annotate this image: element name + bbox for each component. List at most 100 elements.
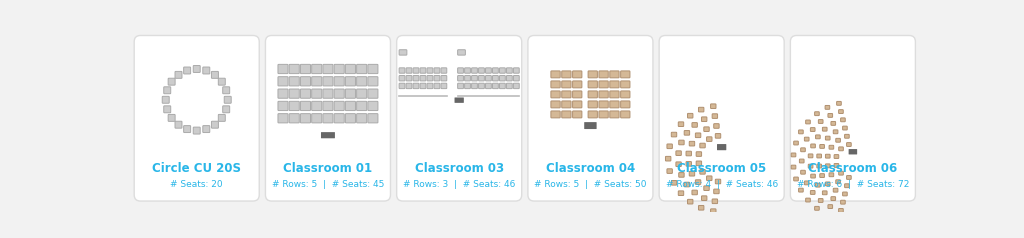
FancyBboxPatch shape — [485, 75, 492, 81]
FancyBboxPatch shape — [222, 87, 229, 94]
FancyBboxPatch shape — [345, 101, 355, 111]
FancyBboxPatch shape — [164, 106, 171, 113]
FancyBboxPatch shape — [791, 35, 915, 201]
FancyBboxPatch shape — [300, 114, 310, 123]
FancyBboxPatch shape — [162, 96, 169, 103]
Text: # Rows: 6  |  # Seats: 72: # Rows: 6 | # Seats: 72 — [797, 180, 909, 188]
FancyBboxPatch shape — [621, 91, 630, 98]
Text: Classroom 06: Classroom 06 — [808, 162, 897, 175]
FancyBboxPatch shape — [692, 190, 697, 195]
FancyBboxPatch shape — [334, 77, 344, 86]
FancyBboxPatch shape — [434, 68, 440, 73]
FancyBboxPatch shape — [609, 91, 620, 98]
FancyBboxPatch shape — [829, 173, 834, 177]
FancyBboxPatch shape — [368, 101, 378, 111]
Text: # Rows: 3  |  # Seats: 46: # Rows: 3 | # Seats: 46 — [403, 180, 515, 188]
FancyBboxPatch shape — [684, 182, 689, 187]
FancyBboxPatch shape — [441, 83, 446, 89]
FancyBboxPatch shape — [810, 128, 815, 131]
FancyBboxPatch shape — [478, 75, 484, 81]
FancyBboxPatch shape — [289, 101, 299, 111]
FancyBboxPatch shape — [609, 101, 620, 108]
FancyBboxPatch shape — [678, 122, 684, 126]
Text: # Seats: 20: # Seats: 20 — [170, 180, 223, 188]
FancyBboxPatch shape — [678, 191, 684, 195]
FancyBboxPatch shape — [420, 83, 426, 89]
FancyBboxPatch shape — [356, 77, 367, 86]
FancyBboxPatch shape — [841, 200, 845, 204]
FancyBboxPatch shape — [278, 101, 288, 111]
FancyBboxPatch shape — [696, 161, 701, 166]
FancyBboxPatch shape — [345, 89, 355, 98]
FancyBboxPatch shape — [599, 101, 608, 108]
FancyBboxPatch shape — [599, 91, 608, 98]
FancyBboxPatch shape — [194, 127, 201, 134]
FancyBboxPatch shape — [794, 141, 799, 145]
FancyBboxPatch shape — [458, 83, 464, 89]
FancyBboxPatch shape — [695, 180, 700, 184]
FancyBboxPatch shape — [808, 154, 813, 158]
FancyBboxPatch shape — [834, 188, 838, 192]
FancyBboxPatch shape — [588, 111, 597, 118]
FancyBboxPatch shape — [701, 196, 707, 200]
FancyBboxPatch shape — [500, 83, 505, 89]
FancyBboxPatch shape — [679, 140, 684, 145]
FancyBboxPatch shape — [562, 111, 571, 118]
FancyBboxPatch shape — [672, 132, 677, 137]
FancyBboxPatch shape — [289, 89, 299, 98]
FancyBboxPatch shape — [396, 35, 521, 201]
FancyBboxPatch shape — [278, 114, 288, 123]
FancyBboxPatch shape — [711, 209, 716, 213]
FancyBboxPatch shape — [572, 111, 582, 118]
FancyBboxPatch shape — [465, 75, 470, 81]
FancyBboxPatch shape — [699, 143, 706, 148]
FancyBboxPatch shape — [585, 122, 597, 129]
FancyBboxPatch shape — [815, 135, 820, 139]
FancyBboxPatch shape — [599, 111, 608, 118]
FancyBboxPatch shape — [845, 134, 849, 138]
FancyBboxPatch shape — [820, 144, 824, 148]
FancyBboxPatch shape — [609, 81, 620, 88]
FancyBboxPatch shape — [822, 127, 827, 131]
Text: Classroom 03: Classroom 03 — [415, 162, 504, 175]
FancyBboxPatch shape — [183, 67, 190, 74]
FancyBboxPatch shape — [434, 75, 440, 81]
FancyBboxPatch shape — [224, 96, 231, 103]
FancyBboxPatch shape — [278, 64, 288, 74]
FancyBboxPatch shape — [714, 189, 719, 194]
FancyBboxPatch shape — [801, 170, 805, 174]
FancyBboxPatch shape — [399, 75, 404, 81]
FancyBboxPatch shape — [485, 83, 492, 89]
FancyBboxPatch shape — [458, 68, 464, 73]
FancyBboxPatch shape — [289, 114, 299, 123]
FancyBboxPatch shape — [551, 101, 560, 108]
FancyBboxPatch shape — [686, 151, 691, 156]
FancyBboxPatch shape — [222, 106, 229, 113]
Text: Circle CU 20S: Circle CU 20S — [153, 162, 242, 175]
FancyBboxPatch shape — [825, 154, 830, 158]
FancyBboxPatch shape — [427, 68, 433, 73]
FancyBboxPatch shape — [701, 117, 707, 122]
FancyBboxPatch shape — [551, 71, 560, 78]
FancyBboxPatch shape — [472, 68, 477, 73]
FancyBboxPatch shape — [676, 162, 681, 167]
FancyBboxPatch shape — [689, 141, 694, 146]
FancyBboxPatch shape — [707, 176, 712, 181]
FancyBboxPatch shape — [407, 83, 412, 89]
Text: # Rows: 4  |  # Seats: 46: # Rows: 4 | # Seats: 46 — [666, 180, 778, 188]
FancyBboxPatch shape — [420, 75, 426, 81]
FancyBboxPatch shape — [168, 78, 175, 85]
FancyBboxPatch shape — [368, 114, 378, 123]
FancyBboxPatch shape — [695, 133, 700, 138]
FancyBboxPatch shape — [805, 137, 809, 141]
FancyBboxPatch shape — [815, 112, 819, 116]
FancyBboxPatch shape — [588, 101, 597, 108]
FancyBboxPatch shape — [849, 149, 857, 154]
FancyBboxPatch shape — [513, 83, 519, 89]
FancyBboxPatch shape — [211, 71, 218, 78]
Text: # Rows: 5  |  # Seats: 50: # Rows: 5 | # Seats: 50 — [535, 180, 647, 188]
FancyBboxPatch shape — [687, 199, 693, 204]
FancyBboxPatch shape — [825, 164, 830, 168]
FancyBboxPatch shape — [458, 50, 465, 55]
FancyBboxPatch shape — [599, 81, 608, 88]
